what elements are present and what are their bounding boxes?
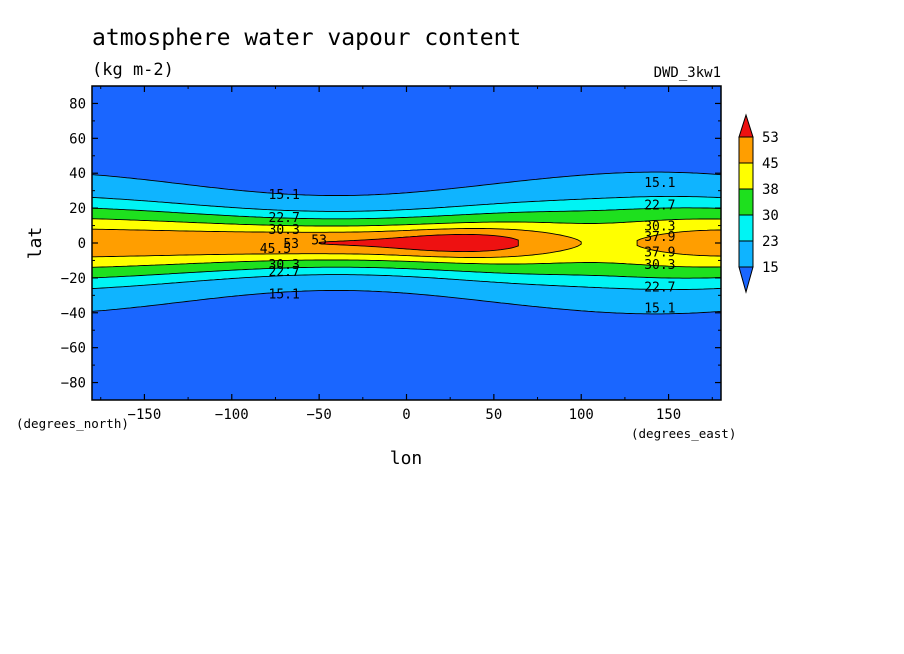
contour-label: 30.3: [269, 223, 300, 238]
colorbar-swatch: [738, 188, 754, 216]
colorbar-arrow-top: [738, 113, 754, 138]
contour-labels: 15.115.115.115.122.722.722.722.730.330.3…: [260, 176, 676, 317]
y-tick-label: −40: [61, 306, 86, 322]
colorbar-swatch: [738, 162, 754, 190]
colorbar-label: 45: [762, 156, 779, 172]
contour-label: 15.1: [269, 288, 300, 303]
contour-line: [92, 171, 721, 315]
x-tick-label: −150: [128, 407, 162, 423]
contour-label: 22.7: [269, 211, 300, 226]
contour-label: 22.7: [644, 281, 675, 296]
contour-line: [318, 233, 519, 253]
colorbar-label: 38: [762, 182, 779, 198]
y-axis-units: (degrees_north): [16, 416, 129, 431]
contour-label: 45.5: [260, 242, 291, 257]
colorbar-label: 30: [762, 208, 779, 224]
x-tick-label: 50: [485, 407, 502, 423]
contour-label: 30.3: [644, 220, 675, 235]
y-tick-label: 0: [78, 236, 86, 252]
contour-label: 37.9: [644, 230, 675, 245]
contour-bands: [92, 172, 721, 314]
contour-label: 22.7: [269, 265, 300, 280]
contour-band: [319, 234, 519, 252]
x-axis-label: lon: [390, 448, 423, 469]
colorbar-label: 15: [762, 260, 779, 276]
contour-line: [92, 207, 721, 279]
x-axis-units: (degrees_east): [631, 426, 736, 441]
x-axis: −150 −100 −50 0 50 100 150: [100, 86, 713, 423]
contour-label: 15.1: [644, 176, 675, 191]
model-label: DWD_3kw1: [654, 65, 721, 81]
contour-band: [637, 229, 721, 257]
chart-subtitle: (kg m-2): [92, 60, 174, 80]
colorbar-arrow-bottom: [738, 266, 754, 294]
y-axis-label: lat: [25, 227, 46, 260]
contour-label: 15.1: [269, 188, 300, 203]
contour-lines: [92, 171, 721, 315]
contour-line: [92, 195, 721, 291]
y-tick-label: −60: [61, 341, 86, 357]
colorbar-label: 23: [762, 234, 779, 250]
contour-label: 53: [311, 234, 327, 249]
colorbar: 53 45 38 30 23 15: [738, 113, 779, 294]
contour-line: [92, 228, 582, 258]
contour-label: 30.3: [269, 258, 300, 273]
contour-line: [92, 218, 721, 268]
contour-label: 22.7: [644, 199, 675, 214]
y-tick-label: 80: [69, 96, 86, 112]
y-tick-label: 20: [69, 201, 86, 217]
y-tick-label: −20: [61, 271, 86, 287]
x-tick-label: 150: [656, 407, 681, 423]
x-tick-label: 100: [569, 407, 594, 423]
colorbar-swatch: [738, 136, 754, 164]
y-tick-label: 60: [69, 131, 86, 147]
y-axis: 80 60 40 20 0 −20 −40 −60 −80: [61, 85, 721, 401]
contour-label: 53: [283, 237, 299, 252]
colorbar-swatch: [738, 240, 754, 268]
x-tick-label: 0: [402, 407, 410, 423]
y-tick-label: 40: [69, 166, 86, 182]
contour-label: 37.9: [644, 246, 675, 261]
colorbar-label: 53: [762, 130, 779, 146]
contour-line: [636, 229, 721, 257]
chart-title: atmosphere water vapour content: [92, 25, 521, 51]
x-tick-label: −100: [215, 407, 249, 423]
contour-label: 15.1: [644, 302, 675, 317]
colorbar-swatch: [738, 214, 754, 242]
x-tick-label: −50: [306, 407, 331, 423]
contour-label: 30.3: [644, 258, 675, 273]
plot-area: 15.115.115.115.122.722.722.722.730.330.3…: [92, 86, 721, 400]
y-tick-label: −80: [61, 376, 86, 392]
